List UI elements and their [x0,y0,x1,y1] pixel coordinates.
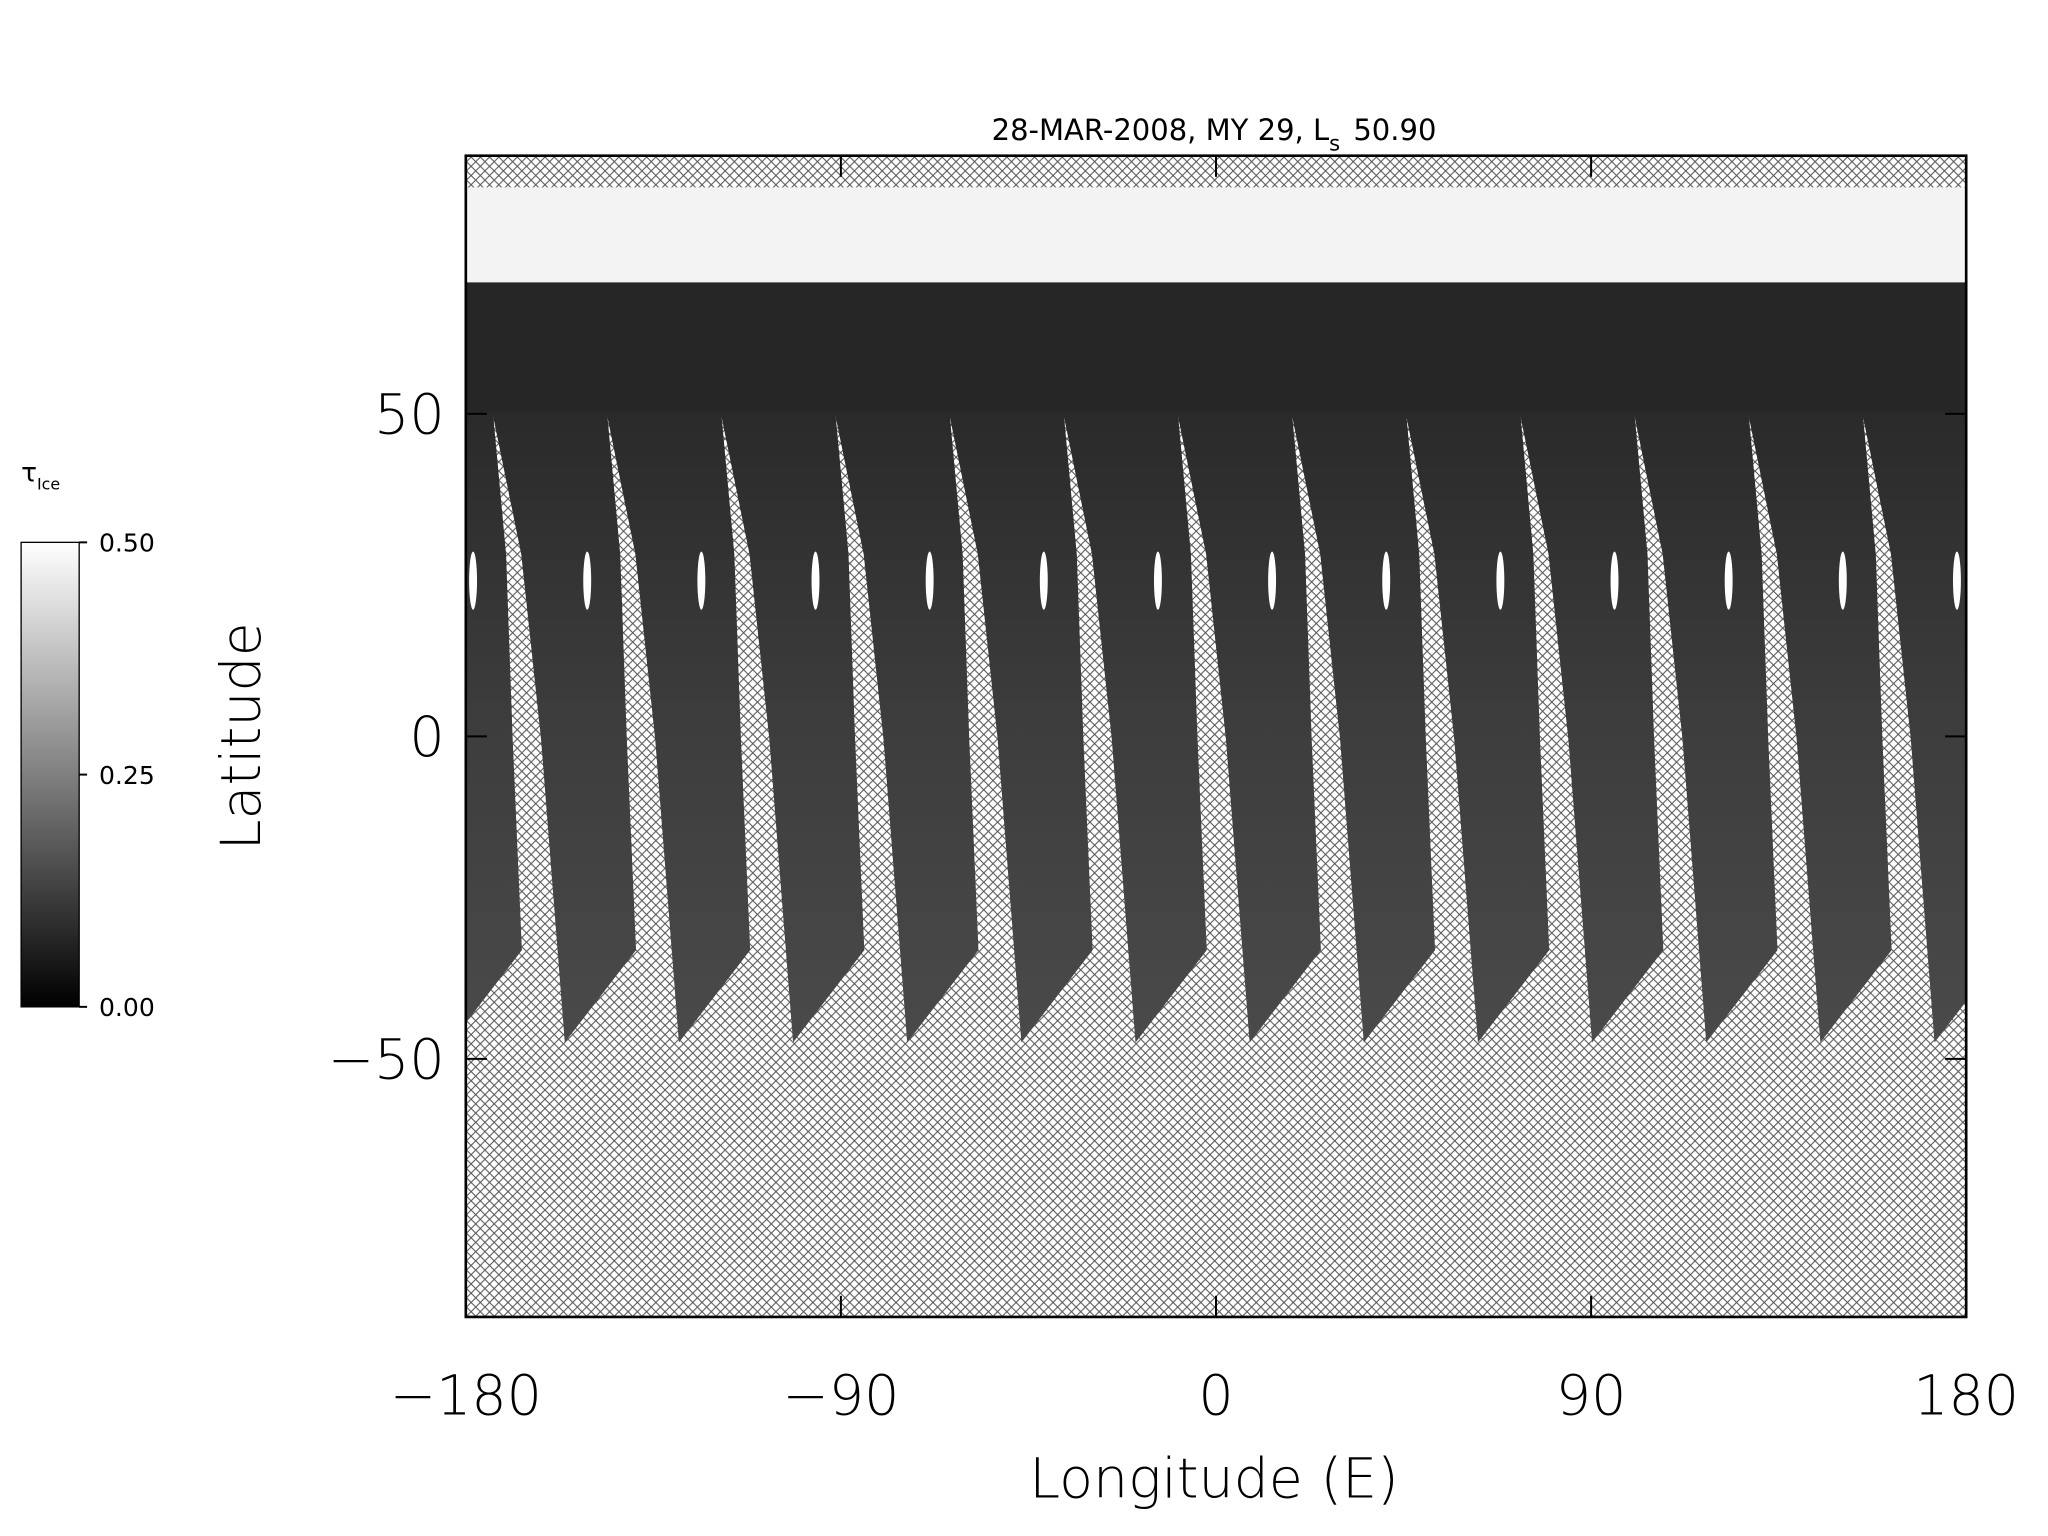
chart-title: 28-MAR-2008, MY 29, Ls 50.90 [992,113,1437,156]
colorbar-label: τIce [21,459,60,494]
x-tick-label: 180 [1913,1365,2019,1429]
swath [1747,411,1892,1043]
swath [720,411,865,1043]
cloud-hole [811,551,820,610]
cloud-hole [1039,551,1048,610]
swath [834,411,979,1043]
x-tick-label: 90 [1556,1365,1627,1429]
x-tick-label: −90 [782,1365,899,1429]
cloud-hole [1382,551,1391,610]
swath [1177,411,1321,1043]
colorbar [20,541,80,1008]
cloud-hole [1153,551,1162,610]
map-image [465,155,1967,1317]
swath [1405,411,1550,1043]
cloud-hole [469,551,478,610]
swath [465,411,522,1023]
swath [1062,411,1207,1043]
y-tick-label: 50 [374,384,445,448]
swath [606,411,751,1043]
swath [1633,411,1778,1043]
colorbar-tick-label: 0.00 [99,993,155,1022]
cloud-hole [1838,551,1847,610]
cloud-hole [1610,551,1619,610]
y-tick-label: 0 [409,706,444,770]
cloud-hole [1952,551,1961,610]
cloud-hole [1496,551,1505,610]
cloud-hole [697,551,706,610]
cloud-hole [1724,551,1733,610]
colorbar-tick-label: 0.25 [99,761,155,790]
y-tick-label: −50 [328,1029,445,1093]
swath [1291,411,1436,1043]
swath [948,411,1093,1043]
swath [492,411,637,1043]
x-axis-label: Longitude (E) [1029,1448,1399,1512]
y-axis-label: Latitude [210,622,274,850]
colorbar-tick-label: 0.50 [99,529,155,558]
cloud-hole [925,551,934,610]
swath [1519,411,1664,1043]
x-tick-label: −180 [390,1365,542,1429]
swath [1861,411,1967,1043]
cloud-hole [583,551,592,610]
x-tick-label: 0 [1198,1365,1233,1429]
cloud-hole [1268,551,1277,610]
